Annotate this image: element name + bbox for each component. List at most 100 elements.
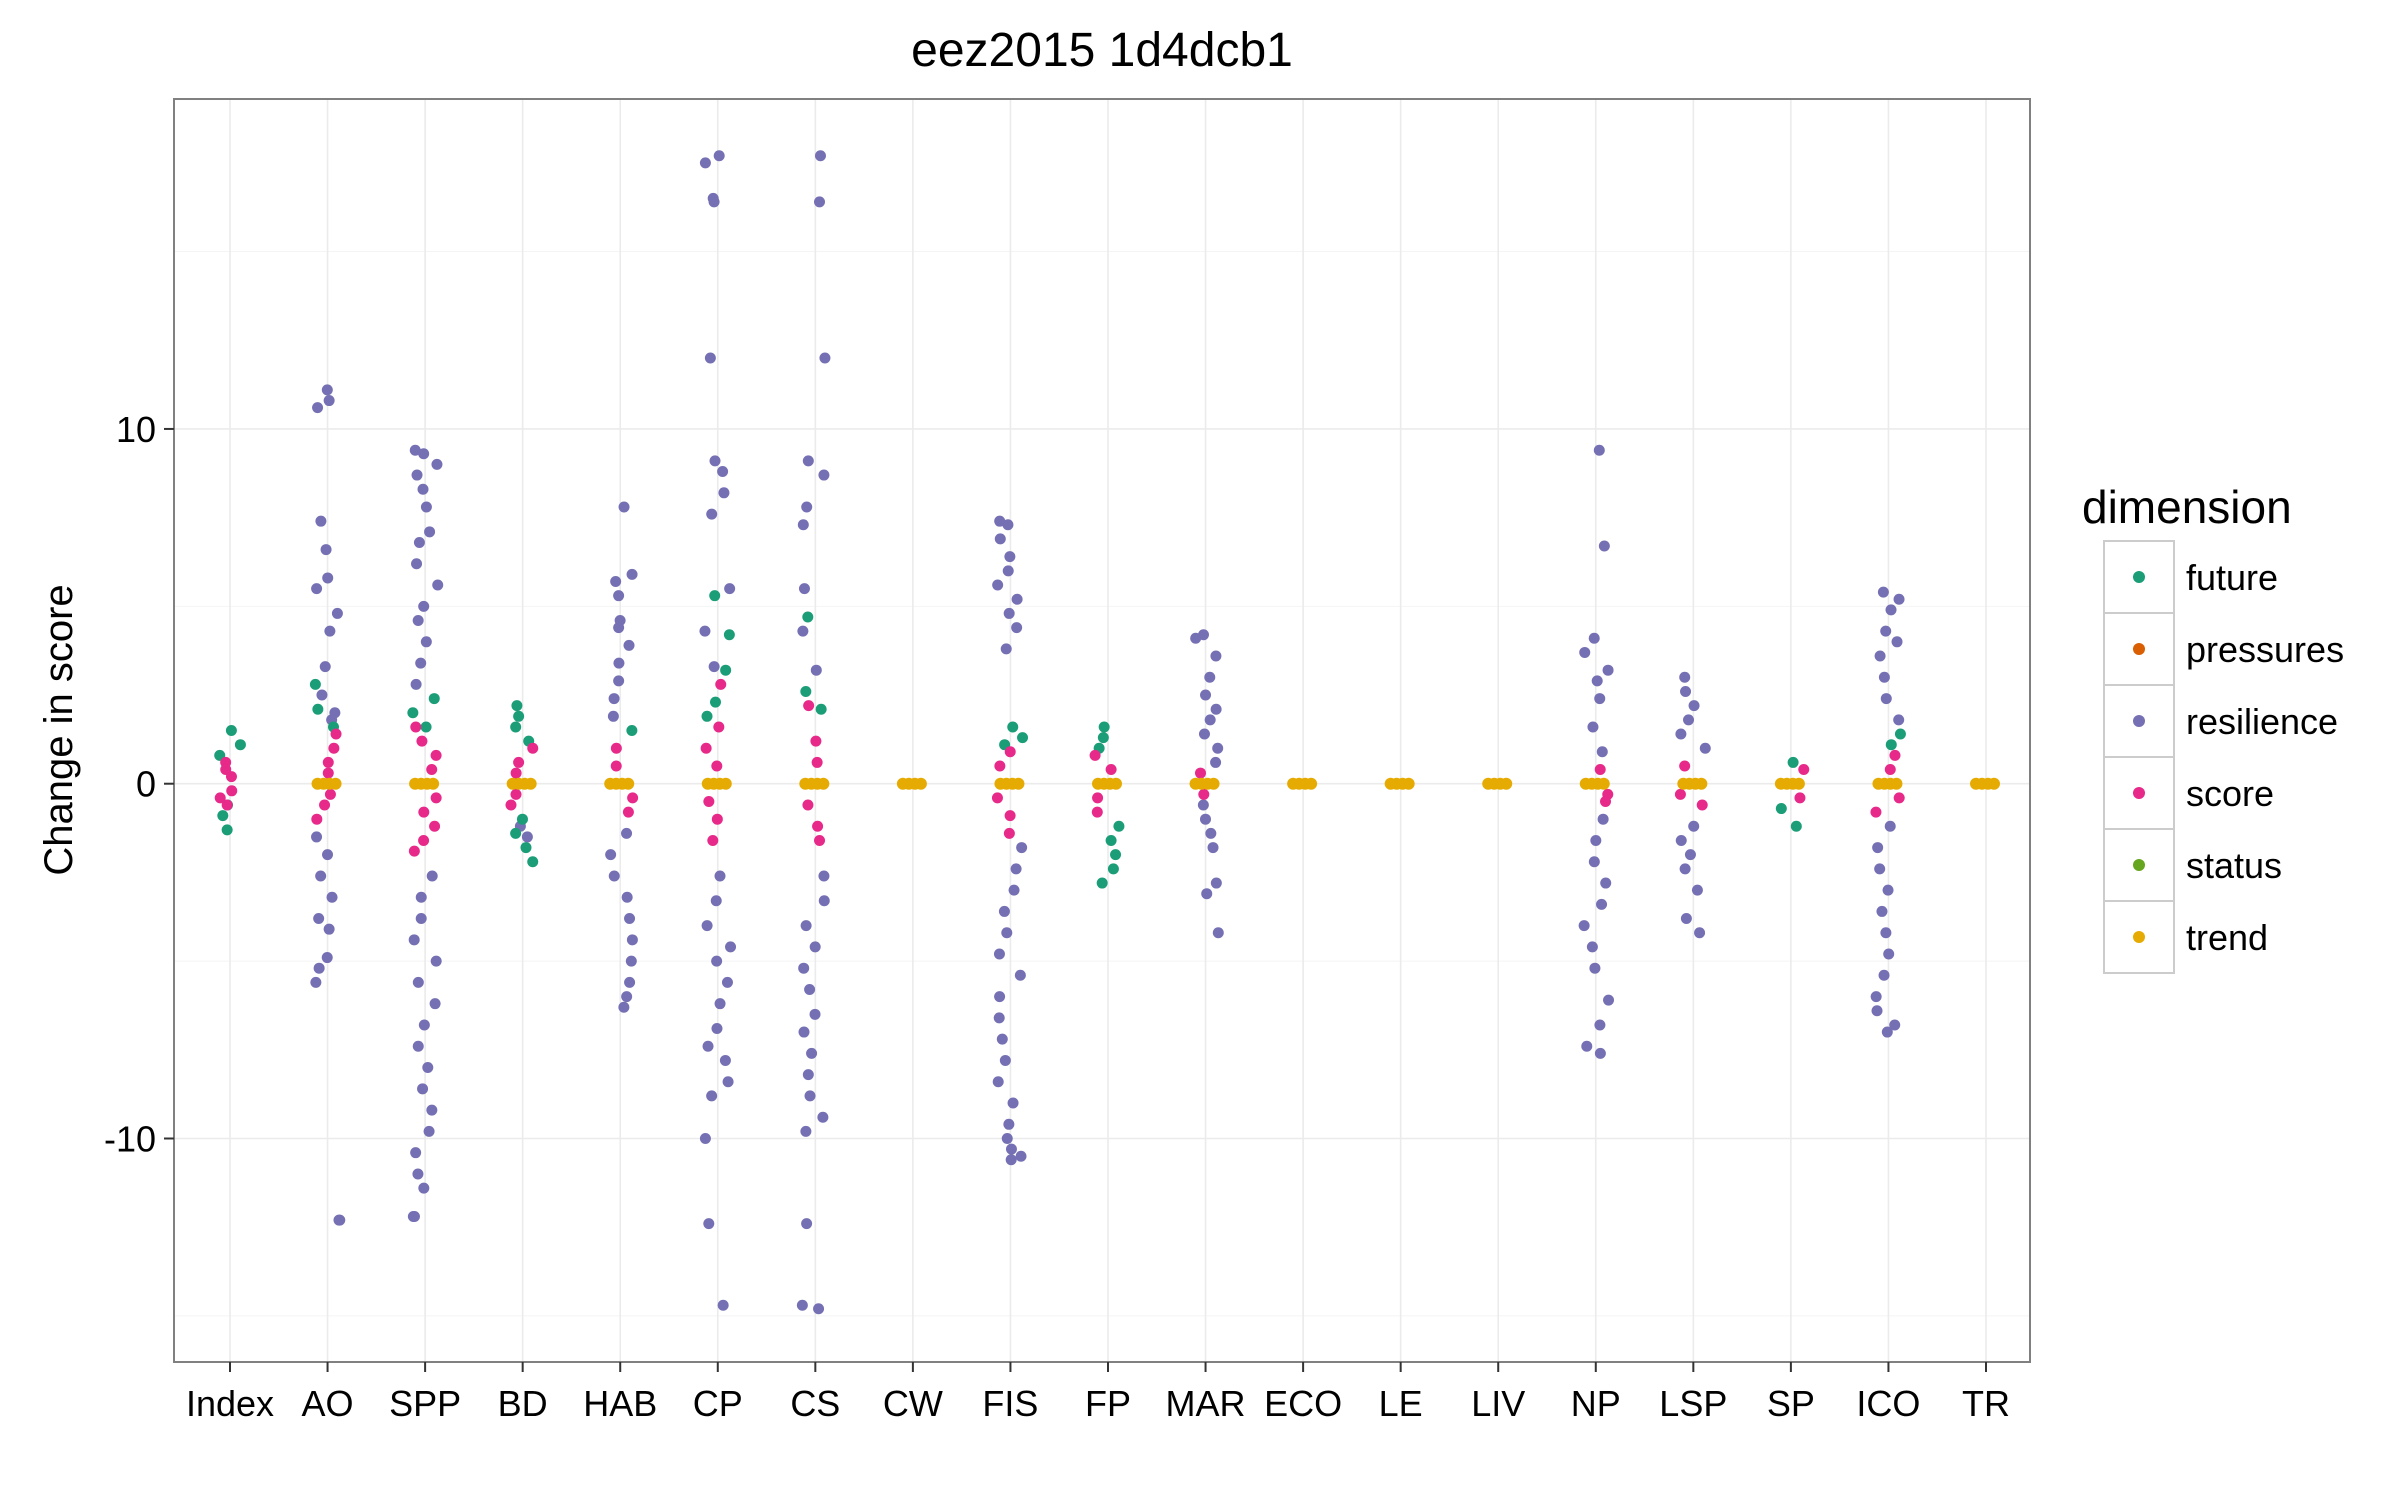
data-point-resilience	[806, 1047, 818, 1059]
data-point-score	[1089, 749, 1101, 761]
data-point-resilience	[814, 150, 826, 162]
data-point-resilience	[706, 1090, 718, 1102]
data-point-resilience	[621, 827, 633, 839]
data-point-resilience	[1207, 842, 1219, 854]
data-point-resilience	[719, 1054, 731, 1066]
data-point-score	[408, 845, 420, 857]
data-point-resilience	[613, 622, 625, 634]
data-point-future	[1787, 756, 1799, 768]
data-point-future	[1098, 721, 1110, 733]
data-point-score	[811, 756, 823, 768]
data-point-score	[814, 834, 826, 846]
legend-key-point	[2133, 643, 2145, 655]
data-point-resilience	[1694, 927, 1706, 939]
data-point-resilience	[411, 469, 423, 481]
data-point-resilience	[310, 976, 322, 988]
data-point-resilience	[999, 1054, 1011, 1066]
data-point-resilience	[818, 870, 830, 882]
data-point-resilience	[798, 962, 810, 974]
data-point-resilience	[1212, 742, 1224, 754]
data-point-resilience	[802, 1069, 814, 1081]
data-point-resilience	[710, 895, 722, 907]
data-point-score	[410, 721, 422, 733]
data-point-resilience	[607, 710, 619, 722]
data-point-resilience	[804, 1090, 816, 1102]
data-point-resilience	[725, 941, 737, 953]
data-point-resilience	[1201, 888, 1213, 900]
data-point-resilience	[1877, 586, 1889, 598]
data-point-resilience	[722, 1076, 734, 1088]
legend-label: status	[2186, 845, 2282, 886]
data-point-resilience	[1876, 905, 1888, 917]
data-point-score	[1798, 764, 1810, 776]
data-point-resilience	[1880, 693, 1892, 705]
data-point-resilience	[322, 849, 334, 861]
data-point-resilience	[625, 955, 637, 967]
data-point-resilience	[994, 515, 1006, 527]
data-point-resilience	[1684, 849, 1696, 861]
data-point-resilience	[1871, 1005, 1883, 1017]
data-point-resilience	[423, 1125, 435, 1137]
x-tick-label: Index	[186, 1383, 274, 1424]
data-point-resilience	[809, 1008, 821, 1020]
data-point-resilience	[998, 905, 1010, 917]
data-point-resilience	[1597, 813, 1609, 825]
data-point-resilience	[1880, 625, 1892, 637]
data-point-resilience	[1891, 636, 1903, 648]
data-point-trend	[1207, 777, 1220, 790]
data-point-resilience	[410, 678, 422, 690]
data-point-trend	[1402, 777, 1415, 790]
data-point-resilience	[1596, 746, 1608, 758]
data-point-score	[1003, 827, 1015, 839]
data-point-future	[815, 703, 827, 715]
data-point-score	[802, 799, 814, 811]
data-point-score	[991, 792, 1003, 804]
data-point-resilience	[992, 579, 1004, 591]
data-point-score	[715, 678, 727, 690]
data-point-resilience	[1010, 863, 1022, 875]
legend: dimension future pressures resilience score…	[2082, 481, 2344, 974]
data-point-resilience	[721, 976, 733, 988]
data-point-resilience	[1003, 1118, 1015, 1130]
data-point-score	[319, 799, 331, 811]
data-point-score	[1091, 806, 1103, 818]
data-point-resilience	[1594, 693, 1606, 705]
legend-key-point	[2133, 787, 2145, 799]
data-point-resilience	[800, 920, 812, 932]
data-point-resilience	[1882, 884, 1894, 896]
data-point-resilience	[431, 458, 443, 470]
data-point-trend	[914, 777, 927, 790]
data-point-future	[1775, 803, 1787, 815]
data-point-score	[1674, 788, 1686, 800]
data-point-resilience	[1210, 877, 1222, 889]
data-point-future	[420, 721, 432, 733]
data-point-resilience	[1683, 714, 1695, 726]
data-point-future	[510, 827, 522, 839]
data-point-resilience	[1598, 540, 1610, 552]
data-point-resilience	[417, 483, 429, 495]
data-point-resilience	[1005, 1154, 1017, 1166]
data-point-resilience	[796, 1299, 808, 1311]
data-point-resilience	[313, 913, 325, 925]
data-point-resilience	[1600, 877, 1612, 889]
data-point-resilience	[418, 600, 430, 612]
data-point-resilience	[1581, 1040, 1593, 1052]
data-point-resilience	[1200, 689, 1212, 701]
data-point-score	[1004, 810, 1016, 822]
data-point-future	[428, 693, 440, 705]
data-point-resilience	[1589, 962, 1601, 974]
data-point-resilience	[706, 508, 718, 520]
data-point-resilience	[1002, 565, 1014, 577]
x-tick-label: LIV	[1471, 1383, 1525, 1424]
data-point-resilience	[717, 1299, 729, 1311]
data-point-score	[322, 767, 334, 779]
data-point-future	[221, 824, 233, 836]
data-point-resilience	[818, 895, 830, 907]
data-point-resilience	[312, 402, 324, 414]
x-tick-label: CW	[883, 1383, 943, 1424]
data-point-resilience	[810, 664, 822, 676]
data-point-future	[234, 739, 246, 751]
data-point-resilience	[313, 962, 325, 974]
data-point-future	[225, 725, 237, 736]
data-point-resilience	[1197, 799, 1209, 811]
